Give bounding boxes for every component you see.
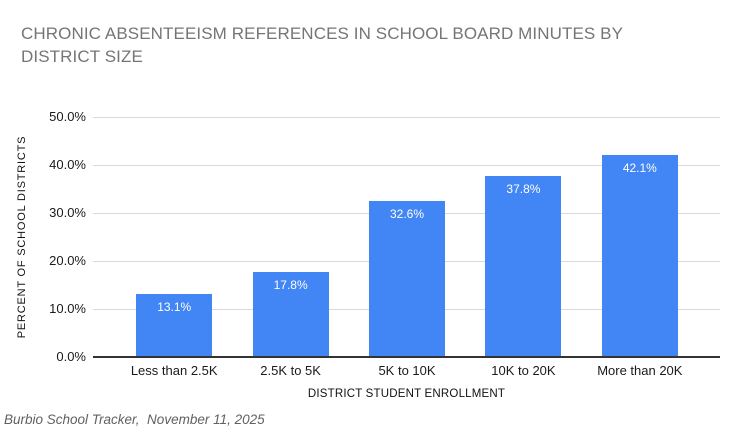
chart-title: CHRONIC ABSENTEEISM REFERENCES IN SCHOOL…	[21, 22, 721, 68]
bar-value-label: 32.6%	[390, 206, 425, 221]
x-axis-category-labels: Less than 2.5K 2.5K to 5K 5K to 10K 10K to …	[116, 363, 698, 379]
gridline	[93, 117, 720, 118]
y-tick-label: 20.0%	[49, 253, 86, 268]
x-axis-line	[93, 356, 720, 358]
bar-slot: 32.6%	[349, 117, 465, 357]
chart-title-line1: CHRONIC ABSENTEEISM REFERENCES IN SCHOOL…	[21, 24, 624, 43]
x-axis-title: DISTRICT STUDENT ENROLLMENT	[307, 388, 506, 400]
bar-slot: 13.1%	[116, 117, 232, 357]
bar-less-than-2-5k: 13.1%	[136, 294, 213, 357]
bar-slot: 17.8%	[232, 117, 348, 357]
x-tick-label: 5K to 10K	[378, 363, 436, 378]
x-tick-label: 2.5K to 5K	[260, 363, 321, 378]
x-tick-label: Less than 2.5K	[130, 363, 218, 378]
bar-series: 13.1% 17.8% 32.6% 37.8% 42.1%	[116, 117, 698, 357]
bar-2-5k-to-5k: 17.8%	[252, 271, 329, 357]
y-tick-label: 30.0%	[49, 205, 86, 220]
y-tick-label: 50.0%	[49, 109, 86, 124]
x-tick-label: 10K to 20K	[491, 363, 556, 378]
bar-slot: 37.8%	[465, 117, 581, 357]
y-tick-label: 0.0%	[56, 349, 86, 364]
bar-slot: 42.1%	[582, 117, 698, 357]
y-axis-title: PERCENT OF SCHOOL DISTRICTS	[16, 135, 28, 339]
chart-title-line2: DISTRICT SIZE	[21, 47, 143, 66]
bar-more-than-20k: 42.1%	[601, 154, 678, 357]
gridline	[93, 165, 720, 166]
plot-area: 0.0% 10.0% 20.0% 30.0% 40.0% 50.0% 13.1% 17.8% 3…	[49, 109, 720, 364]
y-tick-label: 40.0%	[49, 157, 86, 172]
source-note: Burbio School Tracker, November 11, 2025	[4, 412, 265, 427]
x-tick-label: More than 20K	[597, 363, 683, 378]
bar-value-label: 37.8%	[506, 181, 541, 196]
bar-5k-to-10k: 32.6%	[369, 200, 446, 357]
y-tick-label: 10.0%	[49, 301, 86, 316]
bar-10k-to-20k: 37.8%	[485, 175, 562, 357]
bar-value-label: 17.8%	[273, 277, 308, 292]
bar-value-label: 42.1%	[622, 160, 657, 175]
bar-value-label: 13.1%	[157, 300, 192, 315]
